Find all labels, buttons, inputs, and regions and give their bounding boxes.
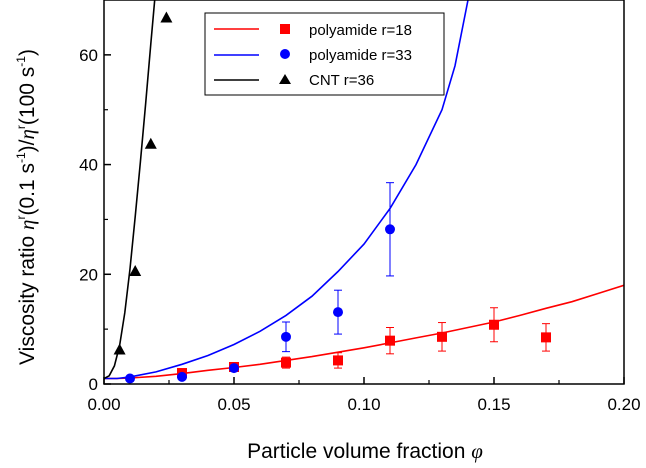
- x-tick-label: 0.15: [477, 395, 510, 414]
- tick-labels: 0.00 0.05 0.10 0.15 0.20 0 20 40 60: [79, 46, 640, 414]
- legend-box: [204, 12, 445, 96]
- data-point-cnt-r-36: [129, 264, 142, 276]
- data-point-polyamide-r-33: [125, 373, 135, 384]
- legend-label-polyamide-r33: polyamide r=33: [309, 47, 412, 64]
- fit-curves: [104, 0, 624, 380]
- y-tick-label: 0: [89, 375, 98, 394]
- data-point-polyamide-r-18: [541, 332, 551, 343]
- data-point-polyamide-r-33: [229, 363, 239, 374]
- fit-curve-polyamide-r-18: [104, 284, 624, 380]
- legend-square-marker: [280, 24, 290, 34]
- y-tick-label: 40: [79, 156, 98, 175]
- data-point-polyamide-r-33: [177, 371, 187, 382]
- data-point-polyamide-r-18: [489, 319, 499, 330]
- y-axis-title: Viscosity ratio ηr(0.1 s-1)/ηr(100 s-1): [14, 49, 39, 365]
- data-point-cnt-r-36: [160, 11, 173, 23]
- data-point-cnt-r-36: [113, 343, 126, 355]
- data-point-polyamide-r-18: [437, 331, 447, 342]
- axis-ticks: [103, 54, 625, 385]
- data-point-polyamide-r-18: [281, 357, 291, 368]
- legend-label-polyamide-r18: polyamide r=18: [309, 22, 412, 39]
- x-tick-label: 0.05: [217, 395, 250, 414]
- data-point-polyamide-r-33: [333, 307, 343, 318]
- legend-label-cnt-r36: CNT r=36: [309, 72, 374, 89]
- x-tick-label: 0.10: [347, 395, 380, 414]
- legend: polyamide r=18 polyamide r=33 CNT r=36: [204, 12, 445, 96]
- plot-area: [104, 0, 624, 384]
- x-tick-label: 0.20: [607, 395, 640, 414]
- legend-item-polyamide-r33: polyamide r=33: [214, 47, 412, 64]
- fit-curve-cnt-r-36: [104, 0, 156, 380]
- y-tick-label: 20: [79, 265, 98, 284]
- data-point-polyamide-r-18: [385, 335, 395, 346]
- x-axis-title: Particle volume fraction φ: [247, 439, 483, 463]
- data-point-polyamide-r-33: [385, 224, 395, 235]
- legend-circle-marker: [280, 49, 290, 59]
- data-point-cnt-r-36: [144, 137, 157, 149]
- data-point-polyamide-r-33: [281, 331, 291, 342]
- data-point-polyamide-r-18: [333, 355, 343, 366]
- legend-triangle-marker: [279, 74, 291, 84]
- data-markers: [113, 11, 551, 384]
- legend-item-polyamide-r18: polyamide r=18: [214, 22, 412, 39]
- y-tick-label: 60: [79, 46, 98, 65]
- legend-item-cnt-r36: CNT r=36: [214, 72, 374, 89]
- x-tick-label: 0.00: [87, 395, 120, 414]
- fit-curve-polyamide-r-33: [104, 0, 469, 380]
